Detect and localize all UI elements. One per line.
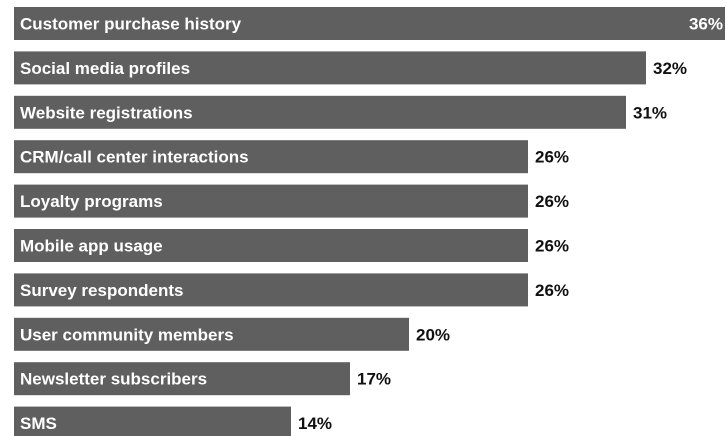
bar-loyalty-programs xyxy=(14,184,528,218)
bar-row-mobile-app-usage: Mobile app usage 26% xyxy=(14,229,569,262)
bar-crm-call-center-interactions xyxy=(14,140,528,174)
bar-row-customer-purchase-history: Customer purchase history 36% xyxy=(14,7,725,40)
bar-newsletter-subscribers xyxy=(14,362,350,396)
bar-customer-purchase-history xyxy=(14,7,725,40)
value-label-mobile-app-usage: 26% xyxy=(535,237,569,256)
value-label-sms: 14% xyxy=(298,414,332,433)
value-label-user-community-members: 20% xyxy=(416,325,450,344)
category-label-customer-purchase-history: Customer purchase history xyxy=(20,15,242,34)
category-label-crm-call-center-interactions: CRM/call center interactions xyxy=(20,148,249,167)
bar-social-media-profiles xyxy=(14,51,646,85)
value-label-crm-call-center-interactions: 26% xyxy=(535,148,569,167)
bar-row-newsletter-subscribers: Newsletter subscribers 17% xyxy=(14,362,391,396)
value-label-social-media-profiles: 32% xyxy=(653,59,687,78)
value-label-loyalty-programs: 26% xyxy=(535,192,569,211)
bar-row-loyalty-programs: Loyalty programs 26% xyxy=(14,184,569,218)
value-label-website-registrations: 31% xyxy=(633,103,667,122)
bar-website-registrations xyxy=(14,95,626,129)
bar-user-community-members xyxy=(14,317,409,351)
category-label-user-community-members: User community members xyxy=(20,325,234,344)
category-label-social-media-profiles: Social media profiles xyxy=(20,59,190,78)
value-label-newsletter-subscribers: 17% xyxy=(357,370,391,389)
category-label-loyalty-programs: Loyalty programs xyxy=(20,192,163,211)
category-label-website-registrations: Website registrations xyxy=(20,103,193,122)
bar-row-sms: SMS 14% xyxy=(14,406,332,436)
bar-row-survey-respondents: Survey respondents 26% xyxy=(14,273,569,307)
bar-mobile-app-usage xyxy=(14,229,528,262)
category-label-sms: SMS xyxy=(20,414,57,433)
category-label-mobile-app-usage: Mobile app usage xyxy=(20,237,163,256)
category-label-newsletter-subscribers: Newsletter subscribers xyxy=(20,370,207,389)
value-label-survey-respondents: 26% xyxy=(535,281,569,300)
bar-row-crm-call-center-interactions: CRM/call center interactions 26% xyxy=(14,140,569,174)
bar-row-user-community-members: User community members 20% xyxy=(14,317,450,351)
value-label-customer-purchase-history: 36% xyxy=(689,15,723,34)
bar-survey-respondents xyxy=(14,273,528,307)
category-label-survey-respondents: Survey respondents xyxy=(20,281,183,300)
bar-row-website-registrations: Website registrations 31% xyxy=(14,95,667,129)
bar-row-social-media-profiles: Social media profiles 32% xyxy=(14,51,687,85)
bar-sms xyxy=(14,406,291,436)
